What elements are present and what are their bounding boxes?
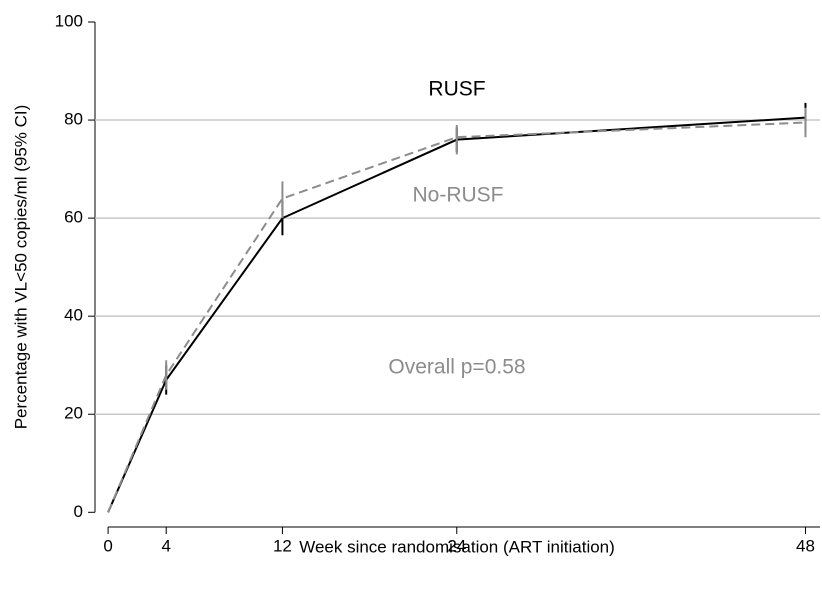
- x-tick-label: 48: [796, 536, 815, 555]
- x-axis-label: Week since randomisation (ART initiation…: [299, 537, 615, 556]
- y-tick-label: 60: [64, 208, 83, 227]
- legend-label: RUSF: [428, 78, 485, 101]
- line: [107, 116, 806, 513]
- x-tick-label: 4: [161, 536, 170, 555]
- annotation: Overall p=0.58: [388, 356, 525, 379]
- line: [107, 121, 806, 513]
- y-axis-label: Percentage with VL<50 copies/ml (95% CI): [11, 105, 30, 430]
- x-tick-label: 12: [273, 536, 292, 555]
- y-tick-label: 20: [64, 404, 83, 423]
- y-tick-label: 100: [55, 11, 83, 30]
- x-tick-label: 24: [447, 536, 466, 555]
- y-tick-label: 40: [64, 306, 83, 325]
- y-tick-label: 80: [64, 110, 83, 129]
- x-tick-label: 0: [103, 536, 112, 555]
- y-tick-label: 0: [74, 502, 83, 521]
- legend-label: No-RUSF: [412, 184, 503, 207]
